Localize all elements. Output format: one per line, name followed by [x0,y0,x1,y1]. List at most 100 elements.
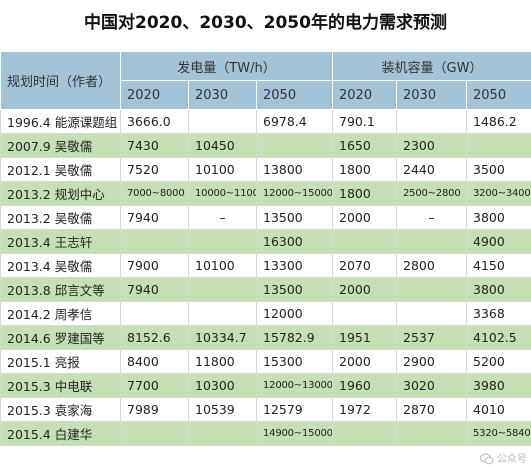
table-cell: – [188,205,257,230]
table-cell: 1486.2 [465,109,531,134]
table-cell [465,133,531,158]
table-row: 2015.3 中电联 7700 10300 12000~13000 1960 3020 39… [0,373,531,398]
table-cell: 13500 [256,205,333,230]
table-row: 2014.6 罗建国等 8152.6 10334.7 15782.9 1951 2537 4… [0,325,531,350]
table-cell: 10100 [188,157,257,182]
table-cell: 8400 [120,349,189,374]
table-cell: 5200 [465,349,531,374]
table-cell: 7940 [120,205,189,230]
forecast-table: 规划时间（作者） 发电量（TW/h） 装机容量（GW） 2020 2030 20… [0,51,531,446]
cell-time-author: 2014.6 罗建国等 [0,325,121,350]
table-cell: 3800 [465,205,531,230]
table-cell [120,421,189,446]
table-cell: 2870 [396,397,467,422]
table-cell: 6978.4 [256,109,333,134]
table-row: 2013.4 吴敬儒 7900 10100 13300 2070 2800 4150 [0,253,531,278]
header-year: 2020 [120,80,189,110]
table-row: 2015.4 白建华 14900~15000 5320~5840 [0,421,531,446]
table-cell: 4900 [465,229,531,254]
table-cell: 7989 [120,397,189,422]
table-cell: 8152.6 [120,325,189,350]
table-cell [332,421,397,446]
table-cell: 1972 [332,397,397,422]
cell-time-author: 2012.1 吴敬儒 [0,157,121,182]
table-cell: 5320~5840 [465,421,531,446]
wechat-icon [479,453,494,465]
table-row: 2014.2 周孝信 12000 3368 [0,301,531,326]
table-row: 2015.3 袁家海 7989 10539 12579 1972 2870 4010 [0,397,531,422]
table-cell: 10000~11000 [188,181,257,206]
header-year: 2050 [256,80,333,110]
table-cell: 7000~8000 [120,181,189,206]
table-row: 2013.8 邱言文等 7940 13500 2000 3800 [0,277,531,302]
table-cell: 15300 [256,349,333,374]
cell-time-author: 1996.4 能源课题组 [0,109,121,134]
table-cell: 4150 [465,253,531,278]
table-cell: 12000~15000 [256,181,333,206]
cell-time-author: 2007.9 吴敬儒 [0,133,121,158]
table-cell: 2070 [332,253,397,278]
table-cell: 2000 [332,277,397,302]
table-cell: 1951 [332,325,397,350]
table-cell [332,229,397,254]
cell-time-author: 2015.3 中电联 [0,373,121,398]
table-row: 1996.4 能源课题组 3666.0 6978.4 790.1 1486.2 [0,109,531,134]
table-cell: 14900~15000 [256,421,333,446]
table-cell: 13800 [256,157,333,182]
table-cell [188,421,257,446]
table-cell [256,133,333,158]
table-cell: 7940 [120,277,189,302]
table-cell: 1800 [332,181,397,206]
header-year: 2030 [396,80,467,110]
cell-time-author: 2015.4 白建华 [0,421,121,446]
table-row: 2007.9 吴敬儒 7430 10450 1650 2300 [0,133,531,158]
table-cell: 2440 [396,157,467,182]
table-cell: 16300 [256,229,333,254]
table-cell: 10450 [188,133,257,158]
table-cell: 3666.0 [120,109,189,134]
table-cell [396,301,467,326]
cell-time-author: 2013.4 吴敬儒 [0,253,121,278]
table-header: 规划时间（作者） 发电量（TW/h） 装机容量（GW） 2020 2030 20… [0,51,531,110]
table-cell: 2900 [396,349,467,374]
table-row: 2013.2 吴敬儒 7940–13500 2000–3800 [0,205,531,230]
table-cell: 12000~13000 [256,373,333,398]
cell-time-author: 2013.2 吴敬儒 [0,205,121,230]
table-cell: – [396,205,467,230]
table-cell: 7430 [120,133,189,158]
header-year: 2050 [465,80,531,110]
table-cell [188,109,257,134]
table-cell: 13300 [256,253,333,278]
page-title: 中国对2020、2030、2050年的电力需求预测 [84,13,447,33]
table-cell: 2537 [396,325,467,350]
table-cell [396,229,467,254]
cell-time-author: 2013.4 王志轩 [0,229,121,254]
table-cell: 3200~3400 [465,181,531,206]
table-cell [332,301,397,326]
table-row: 2015.1 亮报 8400 11800 15300 2000 2900 5200 [0,349,531,374]
table-cell: 3500 [465,157,531,182]
table-cell: 10100 [188,253,257,278]
table-row: 2013.2 规划中心7000~800010000~1100012000~150… [0,181,531,206]
table-cell: 11800 [188,349,257,374]
table-row: 2012.1 吴敬儒 7520 10100 13800 1800 2440 3500 [0,157,531,182]
header-capacity-group: 装机容量（GW） [331,51,531,81]
table-cell: 3980 [465,373,531,398]
table-cell: 790.1 [332,109,397,134]
table-cell: 2000 [332,205,397,230]
table-cell [120,229,189,254]
table-cell: 7520 [120,157,189,182]
table-cell: 10334.7 [188,325,257,350]
cell-time-author: 2015.1 亮报 [0,349,121,374]
table-cell: 10300 [188,373,257,398]
table-cell: 2500~2800 [396,181,467,206]
table-cell: 1800 [332,157,397,182]
table-cell: 1650 [332,133,397,158]
cell-time-author: 2015.3 袁家海 [0,397,121,422]
table-cell: 12579 [256,397,333,422]
table-cell: 15782.9 [256,325,333,350]
cell-time-author: 2013.2 规划中心 [0,181,121,206]
table-cell: 3800 [465,277,531,302]
table-cell: 4102.5 [465,325,531,350]
table-cell [396,277,467,302]
